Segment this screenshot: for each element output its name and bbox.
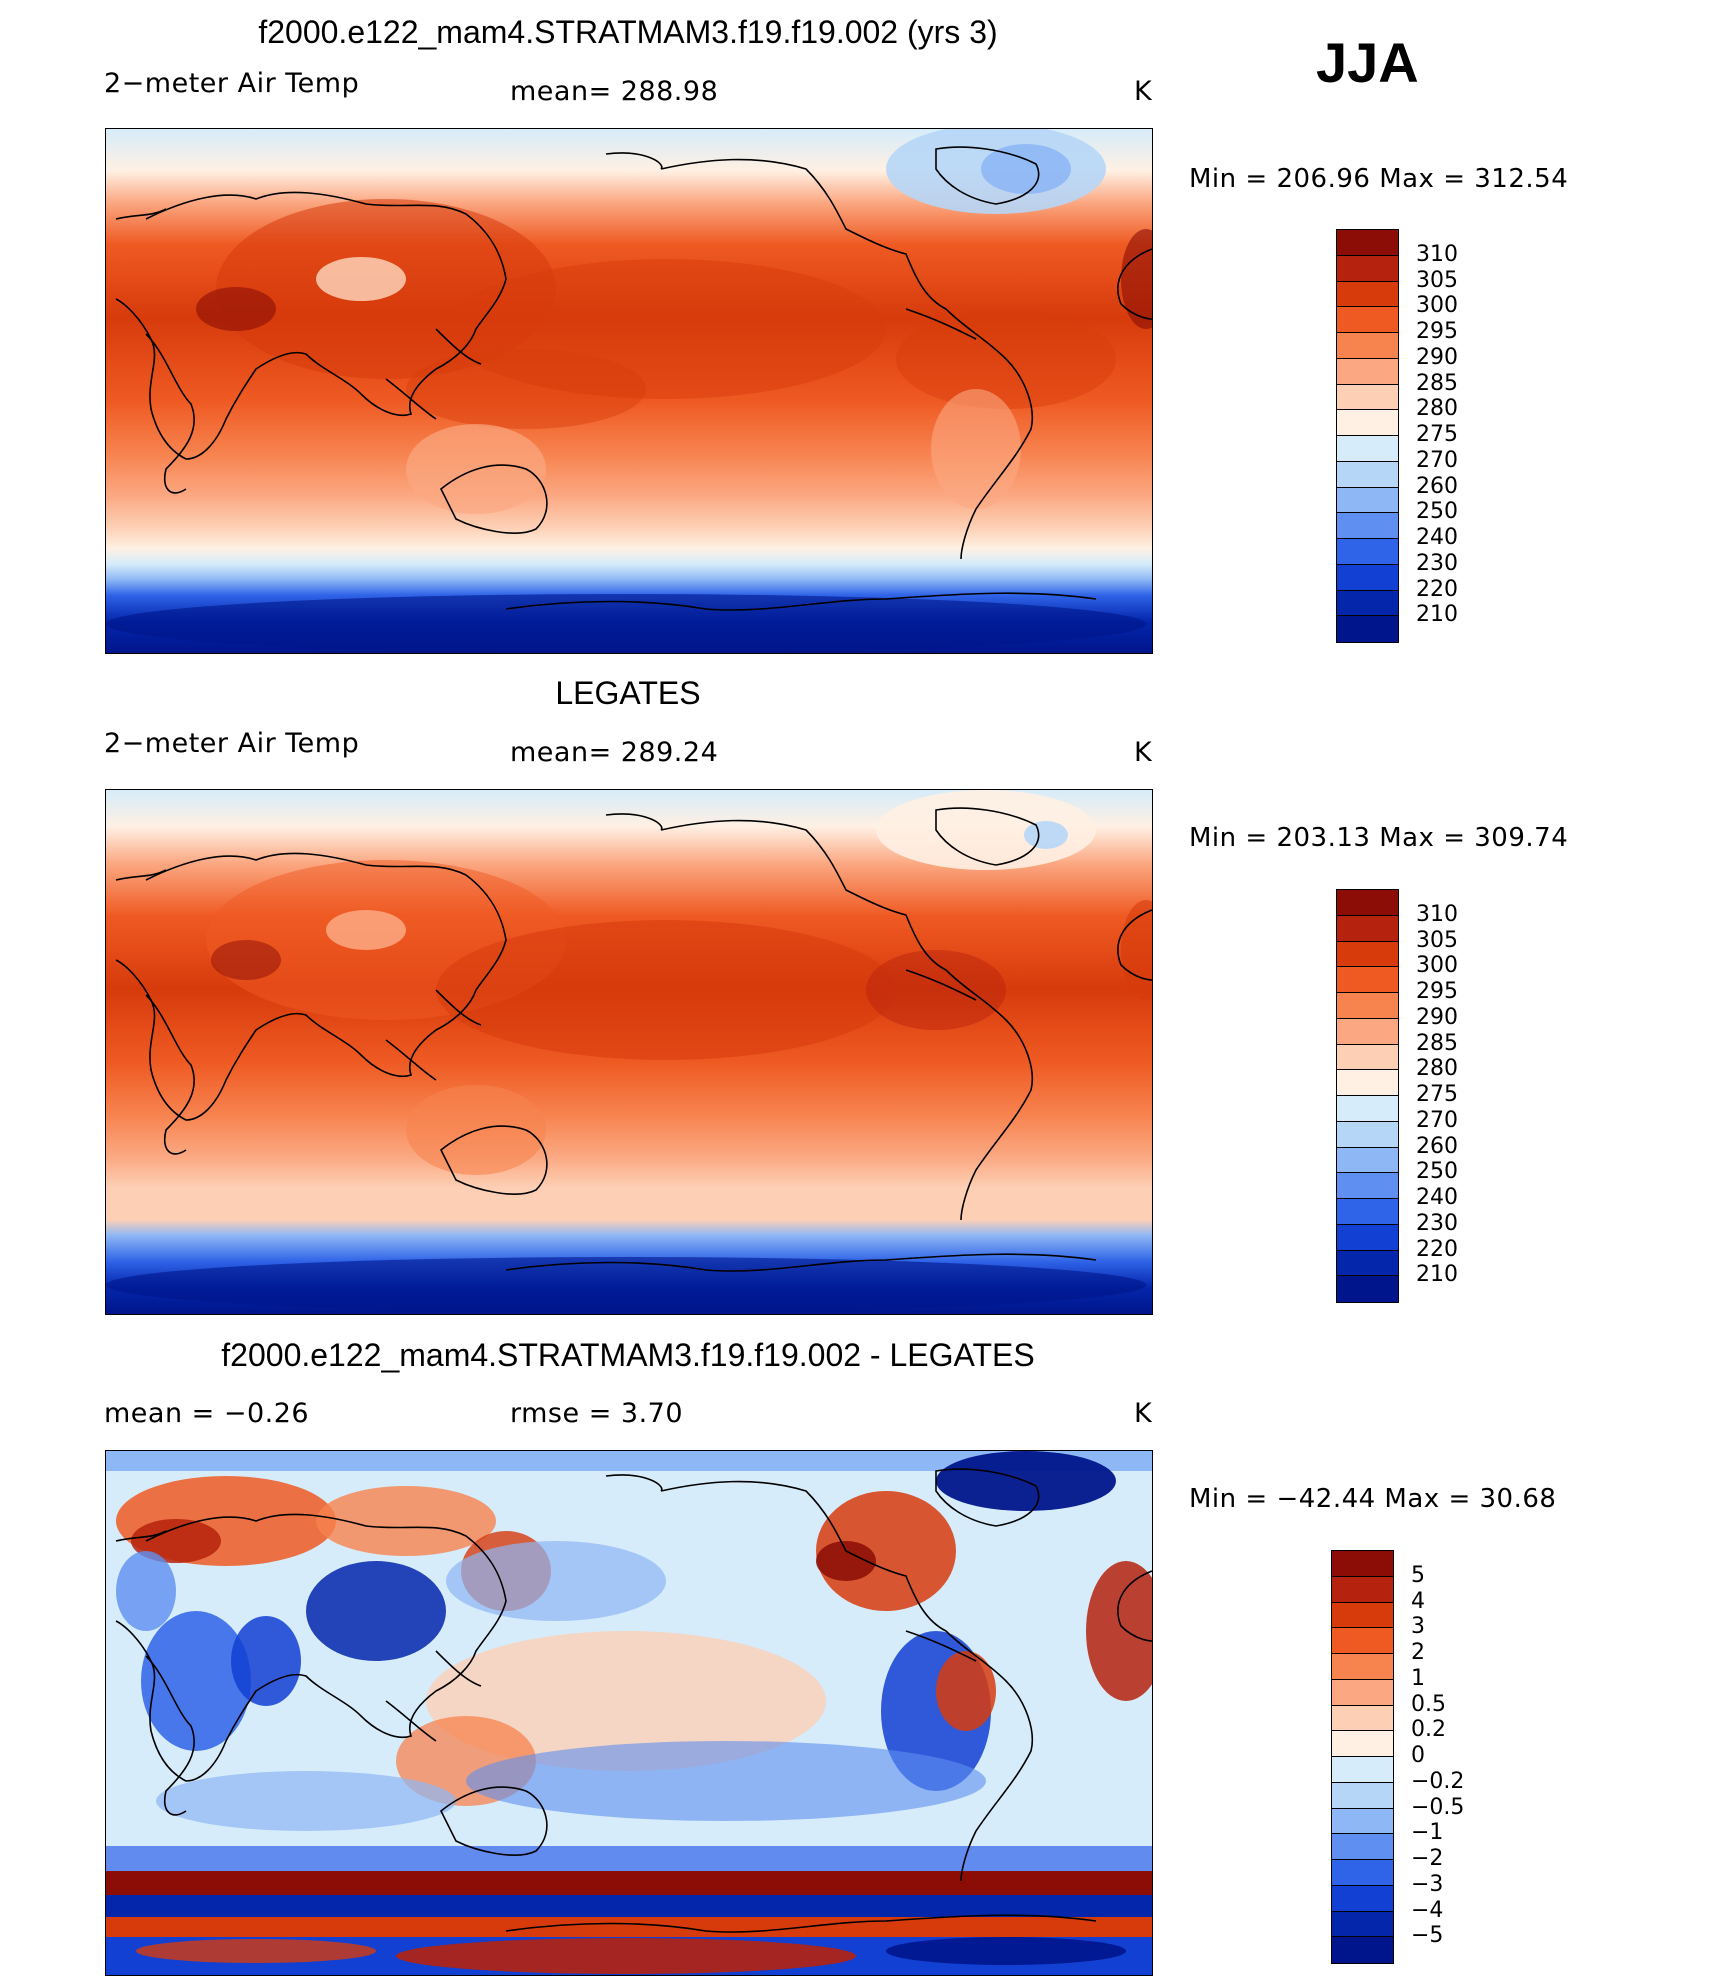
panel-2-tick: 290 [1416,1005,1458,1030]
panel-3-title: f2000.e122_mam4.STRATMAM3.f19.f19.002 - … [221,1337,1035,1373]
panel-2-tick: 260 [1416,1134,1458,1159]
panel-2-tick: 230 [1416,1211,1458,1236]
panel-3-tick: −0.5 [1411,1795,1465,1820]
panel-3-tick: −2 [1411,1846,1444,1871]
panel-3-tick: 4 [1411,1589,1425,1614]
panel-2-tick: 285 [1416,1031,1458,1056]
panel-1-tick: 240 [1416,525,1458,550]
panel-2-tick: 240 [1416,1185,1458,1210]
panel-1-tick: 310 [1416,242,1458,267]
panel-2-mean-label: mean= 289.24 [510,737,719,768]
panel-1-tick: 250 [1416,499,1458,524]
panel-2-title: LEGATES [555,675,701,711]
panel-1-tick: 290 [1416,345,1458,370]
panel-2-tick: 310 [1416,902,1458,927]
panel-3-rmse-label: rmse = 3.70 [510,1398,684,1429]
panel-1-tick: 295 [1416,319,1458,344]
panel-2-tick: 250 [1416,1159,1458,1184]
panel-3-tick: 2 [1411,1640,1425,1665]
panel-2-map-field [106,790,1152,1314]
panel-2-tick: 300 [1416,953,1458,978]
panel-2-tick: 270 [1416,1108,1458,1133]
panel-2-minmax: Min = 203.13 Max = 309.74 [1189,823,1569,853]
panel-3-tick: 0 [1411,1743,1425,1768]
panel-1-colorbar-box [1336,229,1399,643]
panel-3-minmax: Min = −42.44 Max = 30.68 [1189,1484,1557,1514]
panel-1-tick: 280 [1416,396,1458,421]
panel-1-tick: 285 [1416,371,1458,396]
panel-1-tick: 305 [1416,268,1458,293]
panel-3-tick: −1 [1411,1820,1444,1845]
panel-1-variable-label: 2−meter Air Temp [104,68,360,99]
panel-1-map [105,128,1153,654]
panel-2-tick: 275 [1416,1082,1458,1107]
panel-1-tick: 300 [1416,293,1458,318]
panel-3-tick: −3 [1411,1872,1444,1897]
panel-3-tick: −0.2 [1411,1769,1465,1794]
panel-2-tick: 220 [1416,1237,1458,1262]
panel-1-minmax: Min = 206.96 Max = 312.54 [1189,164,1569,194]
panel-2-colorbar-box [1336,889,1399,1303]
panel-3-colorbar-box [1331,1550,1394,1964]
panel-1-title: f2000.e122_mam4.STRATMAM3.f19.f19.002 (y… [258,14,998,50]
panel-1-tick: 260 [1416,474,1458,499]
panel-1-tick: 220 [1416,577,1458,602]
panel-1-tick: 275 [1416,422,1458,447]
panel-2-units: K [1134,737,1153,768]
panel-3-map-field [106,1451,1152,1975]
panel-2-map [105,789,1153,1315]
panel-3-tick: 0.5 [1411,1692,1446,1717]
panel-3-tick: −4 [1411,1898,1444,1923]
panel-1-units: K [1134,76,1153,107]
panel-2-tick: 305 [1416,928,1458,953]
panel-3-tick: 0.2 [1411,1717,1446,1742]
panel-3-tick: 3 [1411,1614,1425,1639]
panel-3-tick: −5 [1411,1923,1444,1948]
panel-3-mean-label: mean = −0.26 [104,1398,310,1429]
panel-3-tick: 1 [1411,1666,1425,1691]
panel-1-tick: 230 [1416,551,1458,576]
panel-3-map [105,1450,1153,1976]
panel-2-tick: 295 [1416,979,1458,1004]
panel-1-tick: 210 [1416,602,1458,627]
panel-1-map-field [106,129,1152,653]
panel-1-tick: 270 [1416,448,1458,473]
panel-2-variable-label: 2−meter Air Temp [104,728,360,759]
panel-2-tick: 210 [1416,1262,1458,1287]
panel-3-units: K [1134,1398,1153,1429]
panel-2-tick: 280 [1416,1056,1458,1081]
season-label: JJA [1316,31,1419,94]
panel-1-mean-label: mean= 288.98 [510,76,719,107]
panel-3-tick: 5 [1411,1563,1425,1588]
